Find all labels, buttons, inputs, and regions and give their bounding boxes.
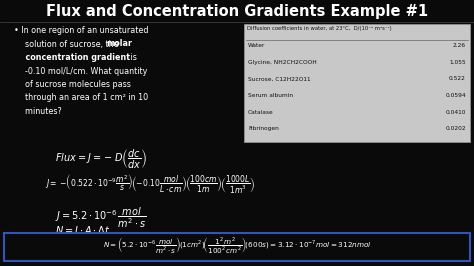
Text: $\mathit{Flux} = J = -D\left(\dfrac{dc}{dx}\right)$: $\mathit{Flux} = J = -D\left(\dfrac{dc}{… [55, 148, 147, 171]
Text: of sucrose molecules pass: of sucrose molecules pass [20, 80, 131, 89]
Text: $N = J\cdot A\cdot\Delta t$: $N = J\cdot A\cdot\Delta t$ [55, 224, 110, 238]
Text: -0.10 mol/L/cm. What quantity: -0.10 mol/L/cm. What quantity [20, 66, 147, 76]
Text: Catalase: Catalase [248, 110, 274, 115]
Bar [4, 233, 470, 261]
Text: minutes?: minutes? [20, 107, 62, 116]
Bar [244, 24, 470, 142]
Text: Flux and Concentration Gradients Example #1: Flux and Concentration Gradients Example… [46, 4, 428, 19]
Text: is: is [128, 53, 137, 62]
Text: 1.055: 1.055 [449, 60, 466, 65]
Text: $J = 5.2\cdot10^{-6}\,\dfrac{mol}{m^2\cdot s}$: $J = 5.2\cdot10^{-6}\,\dfrac{mol}{m^2\cd… [55, 205, 146, 230]
Text: $N = \left(5.2\cdot10^{-6}\dfrac{mol}{m^2\cdot s}\right)\!\left(1cm^2\right)\!\l: $N = \left(5.2\cdot10^{-6}\dfrac{mol}{m^… [103, 235, 371, 255]
Text: Serum albumin: Serum albumin [248, 93, 293, 98]
Text: 0.0202: 0.0202 [446, 126, 466, 131]
Text: through an area of 1 cm² in 10: through an area of 1 cm² in 10 [20, 94, 148, 102]
Text: Glycine, NH2CH2COOH: Glycine, NH2CH2COOH [248, 60, 317, 65]
Text: 2.26: 2.26 [453, 43, 466, 48]
Text: Diffusion coefficients in water, at 23°C,  D/(10⁻⁹ m²s⁻¹): Diffusion coefficients in water, at 23°C… [247, 26, 392, 31]
Text: solution of sucrose, the: solution of sucrose, the [20, 39, 121, 48]
Text: 0.0410: 0.0410 [446, 110, 466, 115]
Text: concentration gradient: concentration gradient [20, 53, 130, 62]
Text: Sucrose, C12H22O11: Sucrose, C12H22O11 [248, 76, 310, 81]
Text: • In one region of an unsaturated: • In one region of an unsaturated [14, 26, 148, 35]
Text: molar: molar [106, 39, 132, 48]
Text: $J = -\!\left(0.522\cdot10^{-9}\dfrac{m^2}{s}\right)\!\left(-0.10\dfrac{mol}{L\c: $J = -\!\left(0.522\cdot10^{-9}\dfrac{m^… [45, 173, 255, 196]
Text: 0.522: 0.522 [449, 76, 466, 81]
Text: Fibrinogen: Fibrinogen [248, 126, 279, 131]
Text: Water: Water [248, 43, 265, 48]
Text: 0.0594: 0.0594 [446, 93, 466, 98]
